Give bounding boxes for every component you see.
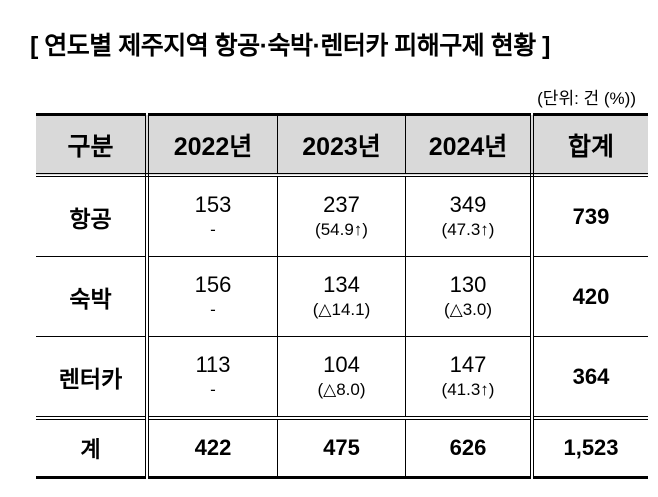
table-row-airline: 항공 153 - 237 (54.9↑) 349 (47.3↑) 739: [36, 175, 648, 257]
cell-2023: 134 (△14.1): [277, 256, 406, 337]
row-label: 숙박: [36, 256, 149, 337]
header-row: 구분 2022년 2023년 2024년 합계: [36, 113, 648, 177]
cell-2024: 349 (47.3↑): [405, 175, 534, 257]
change: -: [210, 299, 216, 319]
value: 237: [323, 191, 360, 217]
change: (△8.0): [317, 379, 366, 399]
cell-total: 1,523: [532, 416, 648, 479]
cell-2022: 156 -: [147, 256, 278, 337]
value: 153: [194, 191, 232, 217]
value: 130: [449, 271, 487, 297]
row-label: 항공: [36, 175, 149, 257]
value: 349: [449, 191, 487, 217]
change: (47.3↑): [441, 219, 495, 239]
header-2022: 2022년: [147, 113, 278, 177]
cell-total: 420: [532, 256, 648, 337]
cell-total: 739: [532, 175, 648, 257]
unit-note: (단위: 건 (%)): [537, 89, 636, 108]
value: 134: [323, 271, 360, 297]
value: 156: [194, 271, 232, 297]
cell-2023: 237 (54.9↑): [277, 175, 406, 257]
cell-2023: 104 (△8.0): [277, 336, 406, 419]
table-row-total: 계 422 475 626 1,523: [36, 416, 648, 479]
change: (△14.1): [312, 299, 371, 319]
cell-2022: 153 -: [147, 175, 278, 257]
value: 113: [195, 351, 231, 377]
cell-2023: 475: [277, 416, 406, 479]
table-row-rental-car: 렌터카 113 - 104 (△8.0) 147 (41.3↑) 364: [36, 336, 648, 419]
header-2023: 2023년: [277, 113, 406, 177]
header-2024: 2024년: [405, 113, 534, 177]
change: (54.9↑): [315, 219, 368, 239]
cell-2024: 147 (41.3↑): [405, 336, 534, 419]
cell-2024: 626: [405, 416, 534, 479]
change: -: [210, 219, 216, 239]
table-row-lodging: 숙박 156 - 134 (△14.1) 130 (△3.0) 420: [36, 256, 648, 337]
page-title: [ 연도별 제주지역 항공·숙박·렌터카 피해구제 현황 ]: [30, 32, 550, 60]
header-category: 구분: [36, 113, 149, 177]
cell-total: 364: [532, 336, 648, 419]
damage-relief-table: 구분 2022년 2023년 2024년 합계 항공 153 - 237 (54…: [36, 113, 648, 479]
change: -: [210, 379, 216, 399]
change: (41.3↑): [441, 379, 495, 399]
row-label: 렌터카: [36, 336, 149, 419]
row-label: 계: [36, 416, 149, 479]
value: 147: [449, 351, 487, 377]
cell-2022: 113 -: [147, 336, 278, 419]
change: (△3.0): [443, 299, 493, 319]
header-total: 합계: [532, 113, 648, 177]
cell-2024: 130 (△3.0): [405, 256, 534, 337]
cell-2022: 422: [147, 416, 278, 479]
value: 104: [323, 351, 360, 377]
